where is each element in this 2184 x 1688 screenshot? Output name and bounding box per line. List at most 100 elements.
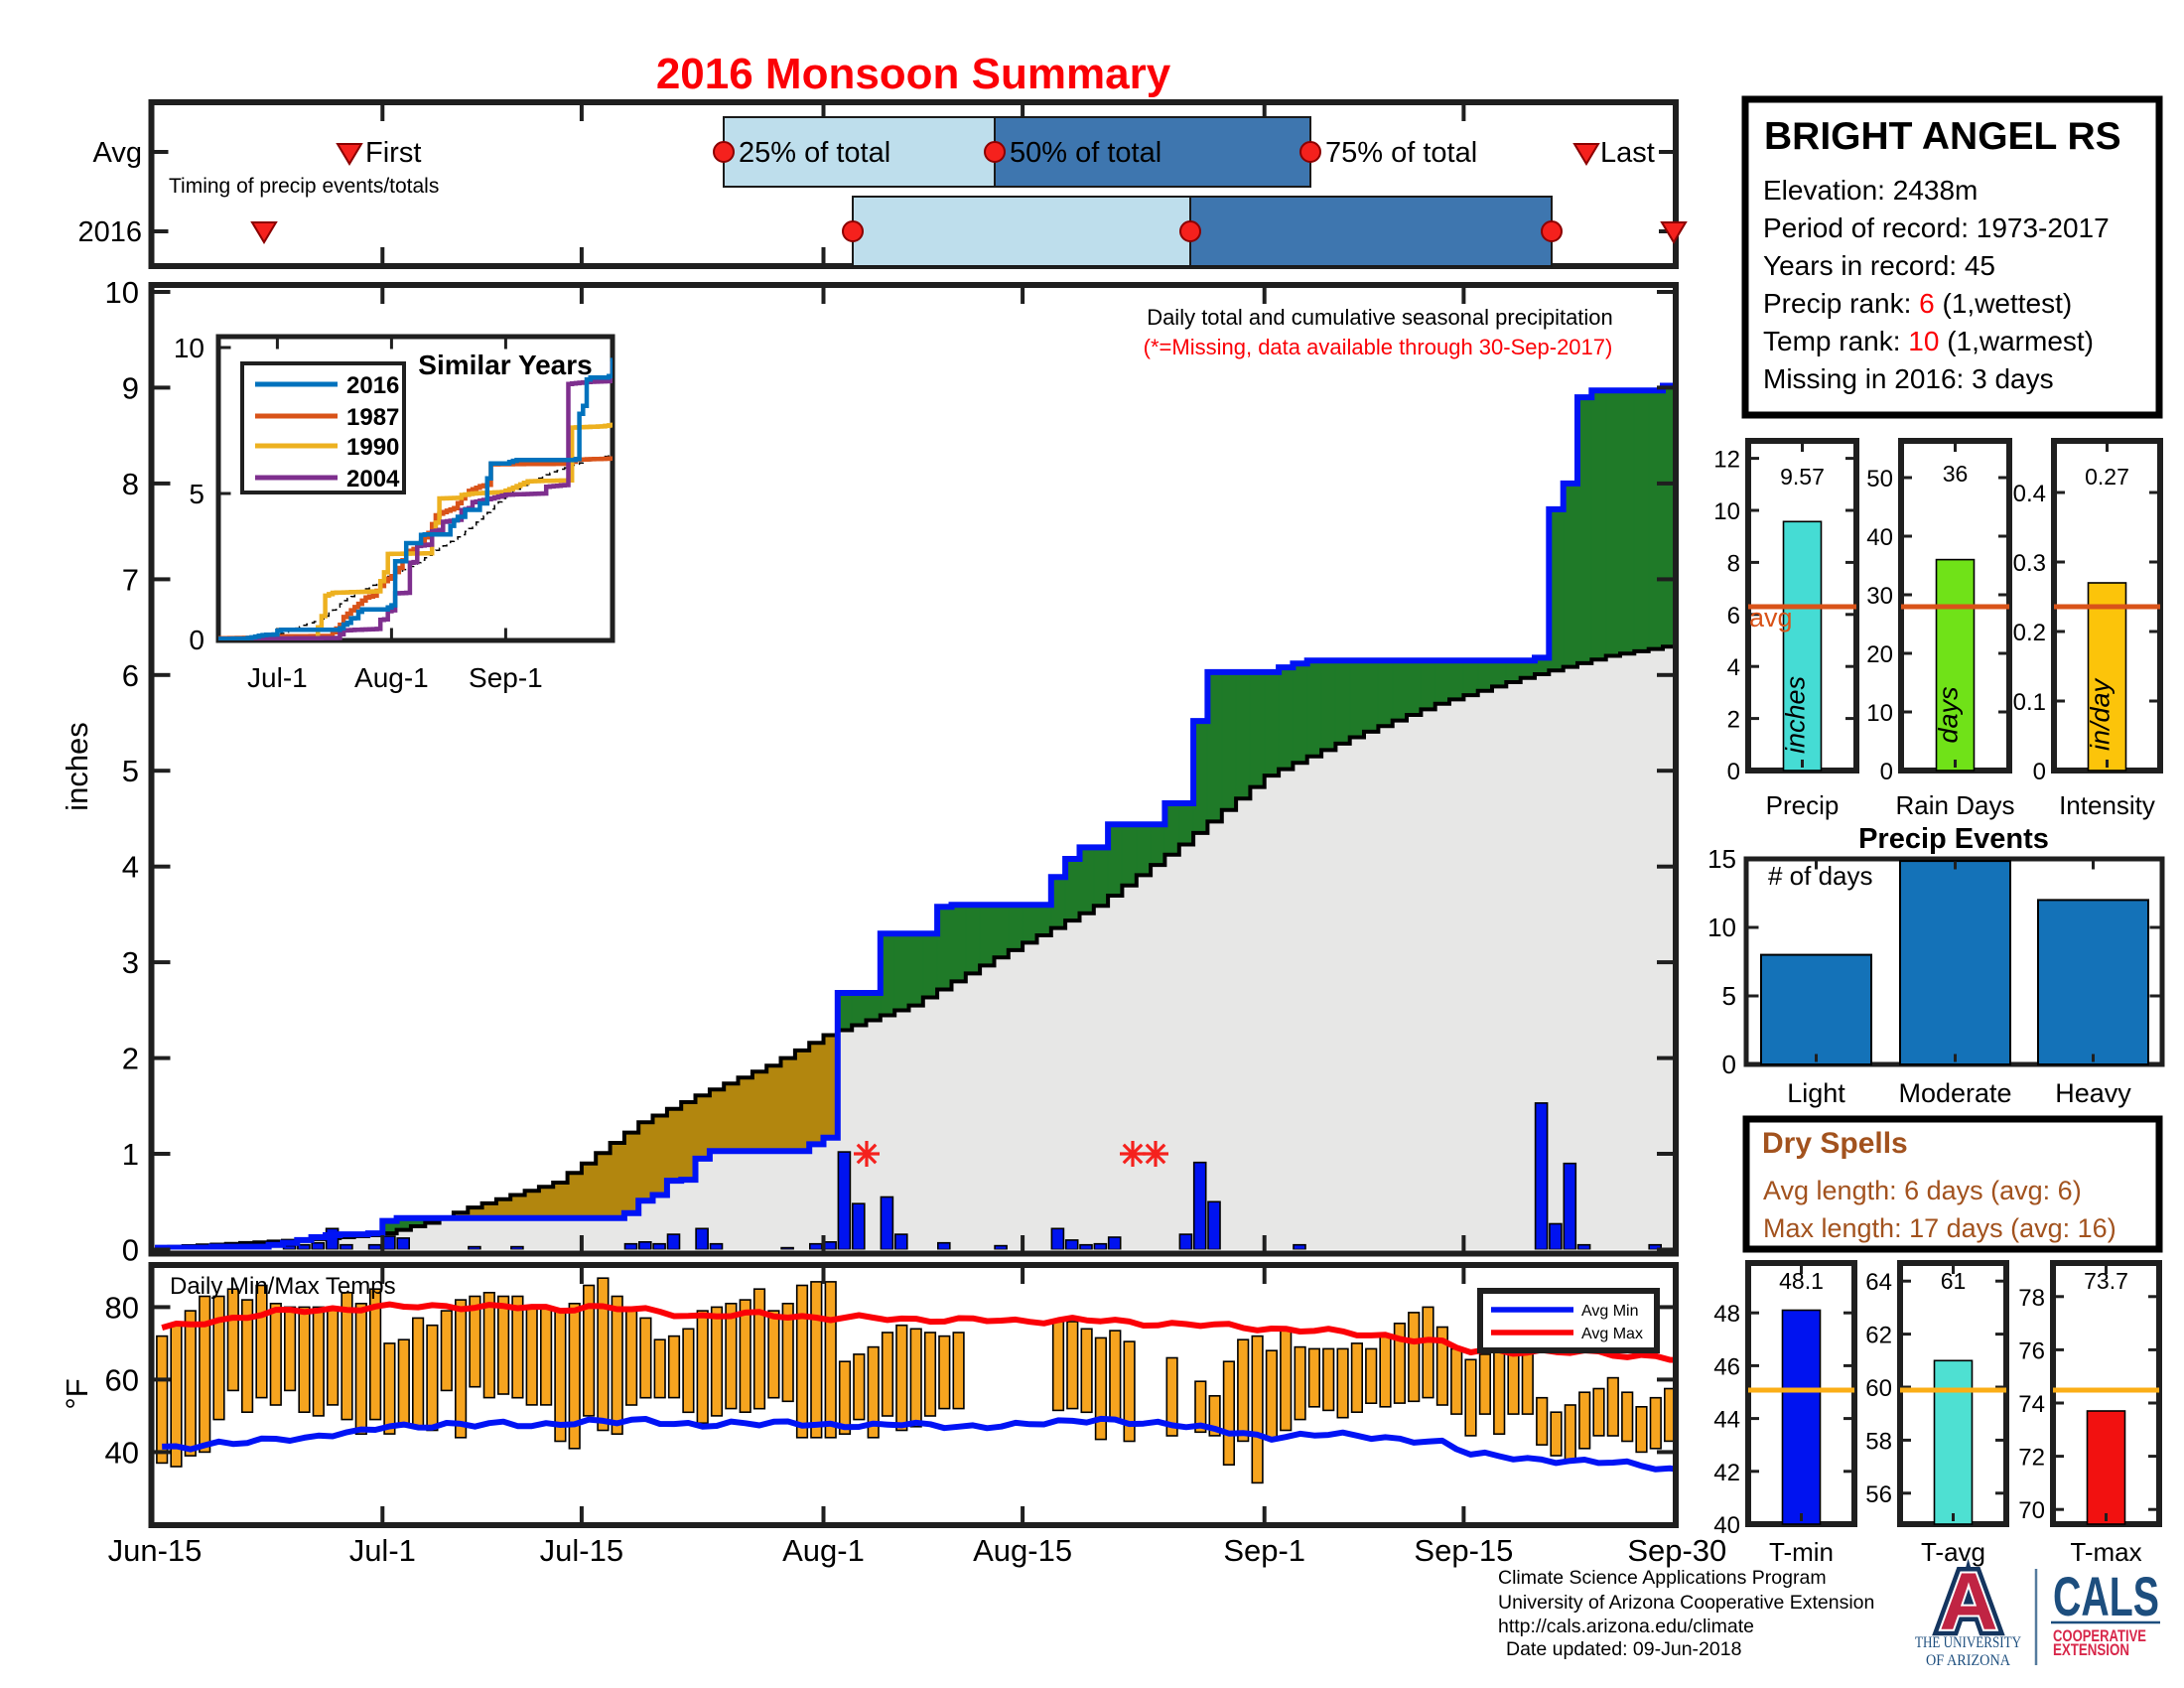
svg-text:CALS: CALS xyxy=(2053,1565,2159,1627)
svg-text:0.3: 0.3 xyxy=(2013,550,2046,577)
svg-text:5: 5 xyxy=(122,754,139,788)
svg-text:Dry Spells: Dry Spells xyxy=(1762,1127,1908,1160)
svg-text:8: 8 xyxy=(1727,550,1740,577)
svg-text:Daily total and cumulative sea: Daily total and cumulative seasonal prec… xyxy=(1147,305,1613,330)
svg-text:9.57: 9.57 xyxy=(1780,464,1825,490)
svg-text:Temp rank: 10 (1,warmest): Temp rank: 10 (1,warmest) xyxy=(1763,326,2094,356)
svg-text:2016: 2016 xyxy=(346,372,399,399)
svg-text:0.2: 0.2 xyxy=(2013,620,2046,646)
svg-text:Avg Max: Avg Max xyxy=(1581,1326,1643,1342)
svg-text:56: 56 xyxy=(1865,1481,1892,1508)
svg-text:Years in record: 45: Years in record: 45 xyxy=(1763,250,1995,281)
svg-text:0.27: 0.27 xyxy=(2085,464,2129,490)
svg-text:Elevation: 2438m: Elevation: 2438m xyxy=(1763,175,1978,206)
svg-text:Precip Events: Precip Events xyxy=(1858,823,2049,855)
svg-text:0: 0 xyxy=(1722,1050,1736,1079)
svg-text:0: 0 xyxy=(1880,759,1893,785)
svg-text:COOPERATIVE: COOPERATIVE xyxy=(2053,1627,2146,1645)
svg-text:44: 44 xyxy=(1713,1407,1740,1434)
svg-text:Timing of precip events/totals: Timing of precip events/totals xyxy=(169,175,439,198)
svg-text:University of Arizona Cooperat: University of Arizona Cooperative Extens… xyxy=(1498,1592,1874,1614)
svg-text:40: 40 xyxy=(1866,524,1893,551)
svg-text:46: 46 xyxy=(1713,1353,1740,1380)
svg-text:T-max: T-max xyxy=(2070,1537,2141,1567)
svg-text:T-min: T-min xyxy=(1769,1537,1834,1567)
svg-text:Jul-1: Jul-1 xyxy=(349,1533,416,1568)
svg-text:Date updated: 09-Jun-2018: Date updated: 09-Jun-2018 xyxy=(1506,1638,1741,1660)
svg-text:48.1: 48.1 xyxy=(1779,1268,1824,1294)
svg-text:in/day: in/day xyxy=(2086,677,2116,751)
svg-text:12: 12 xyxy=(1713,447,1740,474)
svg-text:70: 70 xyxy=(2018,1497,2045,1524)
svg-text:10: 10 xyxy=(174,333,205,363)
svg-text:25% of total: 25% of total xyxy=(739,137,890,169)
svg-text:First: First xyxy=(365,137,421,169)
svg-text:61: 61 xyxy=(1941,1268,1967,1294)
svg-text:Missing in 2016: 3 days: Missing in 2016: 3 days xyxy=(1763,363,2054,394)
svg-text:80: 80 xyxy=(105,1290,139,1325)
svg-text:40: 40 xyxy=(105,1435,139,1470)
svg-text:A: A xyxy=(1939,1557,1997,1647)
svg-text:EXTENSION: EXTENSION xyxy=(2053,1641,2129,1659)
svg-text:74: 74 xyxy=(2018,1391,2045,1418)
svg-text:75% of total: 75% of total xyxy=(1325,137,1477,169)
svg-text:2016 Monsoon Summary: 2016 Monsoon Summary xyxy=(656,50,1171,98)
svg-text:2016: 2016 xyxy=(77,216,142,248)
svg-text:Aug-15: Aug-15 xyxy=(973,1533,1072,1568)
svg-text:1987: 1987 xyxy=(346,404,399,431)
svg-text:58: 58 xyxy=(1865,1428,1892,1455)
svg-text:Jul-1: Jul-1 xyxy=(247,662,308,693)
svg-text:2: 2 xyxy=(1727,707,1740,734)
svg-text:A: A xyxy=(1939,1557,1997,1647)
svg-text:Jul-15: Jul-15 xyxy=(540,1533,623,1568)
svg-text:days: days xyxy=(1934,686,1964,743)
svg-text:0: 0 xyxy=(189,625,205,655)
svg-text:62: 62 xyxy=(1865,1323,1892,1349)
svg-text:60: 60 xyxy=(105,1362,139,1397)
svg-text:(*=Missing, data available thr: (*=Missing, data available through 30-Se… xyxy=(1144,335,1613,359)
svg-text:7: 7 xyxy=(122,562,139,597)
svg-text:76: 76 xyxy=(2018,1337,2045,1364)
svg-text:Aug-1: Aug-1 xyxy=(782,1533,865,1568)
svg-text:Sep-15: Sep-15 xyxy=(1414,1533,1513,1568)
svg-text:avg: avg xyxy=(1749,603,1793,633)
svg-text:9: 9 xyxy=(122,370,139,405)
svg-text:15: 15 xyxy=(1707,844,1736,874)
svg-text:T-avg: T-avg xyxy=(1921,1537,1985,1567)
svg-text:Sep-1: Sep-1 xyxy=(469,662,543,693)
svg-text:36: 36 xyxy=(1943,461,1969,487)
svg-text:6: 6 xyxy=(1727,603,1740,630)
svg-text:10: 10 xyxy=(1866,700,1893,727)
svg-text:Precip: Precip xyxy=(1766,790,1840,820)
svg-text:50: 50 xyxy=(1866,466,1893,492)
svg-text:40: 40 xyxy=(1713,1512,1740,1539)
svg-text:73.7: 73.7 xyxy=(2084,1268,2128,1294)
svg-text:5: 5 xyxy=(189,479,205,509)
svg-text:THE UNIVERSITY: THE UNIVERSITY xyxy=(1915,1634,2021,1651)
svg-text:60: 60 xyxy=(1865,1375,1892,1402)
svg-text:Max length: 17 days (avg: 16): Max length: 17 days (avg: 16) xyxy=(1763,1213,2116,1243)
svg-text:10: 10 xyxy=(1707,913,1736,942)
svg-text:Daily Min/Max Temps: Daily Min/Max Temps xyxy=(170,1273,396,1300)
svg-text:0.4: 0.4 xyxy=(2013,481,2046,507)
svg-text:0: 0 xyxy=(2033,759,2046,785)
svg-text:Last: Last xyxy=(1600,137,1655,169)
svg-text:Avg: Avg xyxy=(93,137,142,169)
svg-text:78: 78 xyxy=(2018,1285,2045,1312)
svg-text:Sep-1: Sep-1 xyxy=(1223,1533,1305,1568)
svg-text:0.1: 0.1 xyxy=(2013,689,2046,716)
svg-text:6: 6 xyxy=(122,658,139,693)
svg-text:2: 2 xyxy=(122,1042,139,1076)
svg-text:Aug-1: Aug-1 xyxy=(354,662,429,693)
svg-text:72: 72 xyxy=(2018,1445,2045,1472)
svg-text:10: 10 xyxy=(1713,498,1740,525)
svg-text:Avg Min: Avg Min xyxy=(1581,1303,1639,1320)
svg-text:4: 4 xyxy=(122,850,139,885)
svg-text:64: 64 xyxy=(1865,1269,1892,1296)
svg-text:# of days: # of days xyxy=(1768,861,1873,891)
svg-text:Rain Days: Rain Days xyxy=(1896,790,2015,820)
svg-text:48: 48 xyxy=(1713,1301,1740,1328)
svg-text:BRIGHT ANGEL RS: BRIGHT ANGEL RS xyxy=(1764,115,2121,158)
svg-text:http://cals.arizona.edu/climat: http://cals.arizona.edu/climate xyxy=(1498,1616,1754,1637)
svg-text:Avg length: 6 days (avg: 6): Avg length: 6 days (avg: 6) xyxy=(1763,1176,2082,1205)
